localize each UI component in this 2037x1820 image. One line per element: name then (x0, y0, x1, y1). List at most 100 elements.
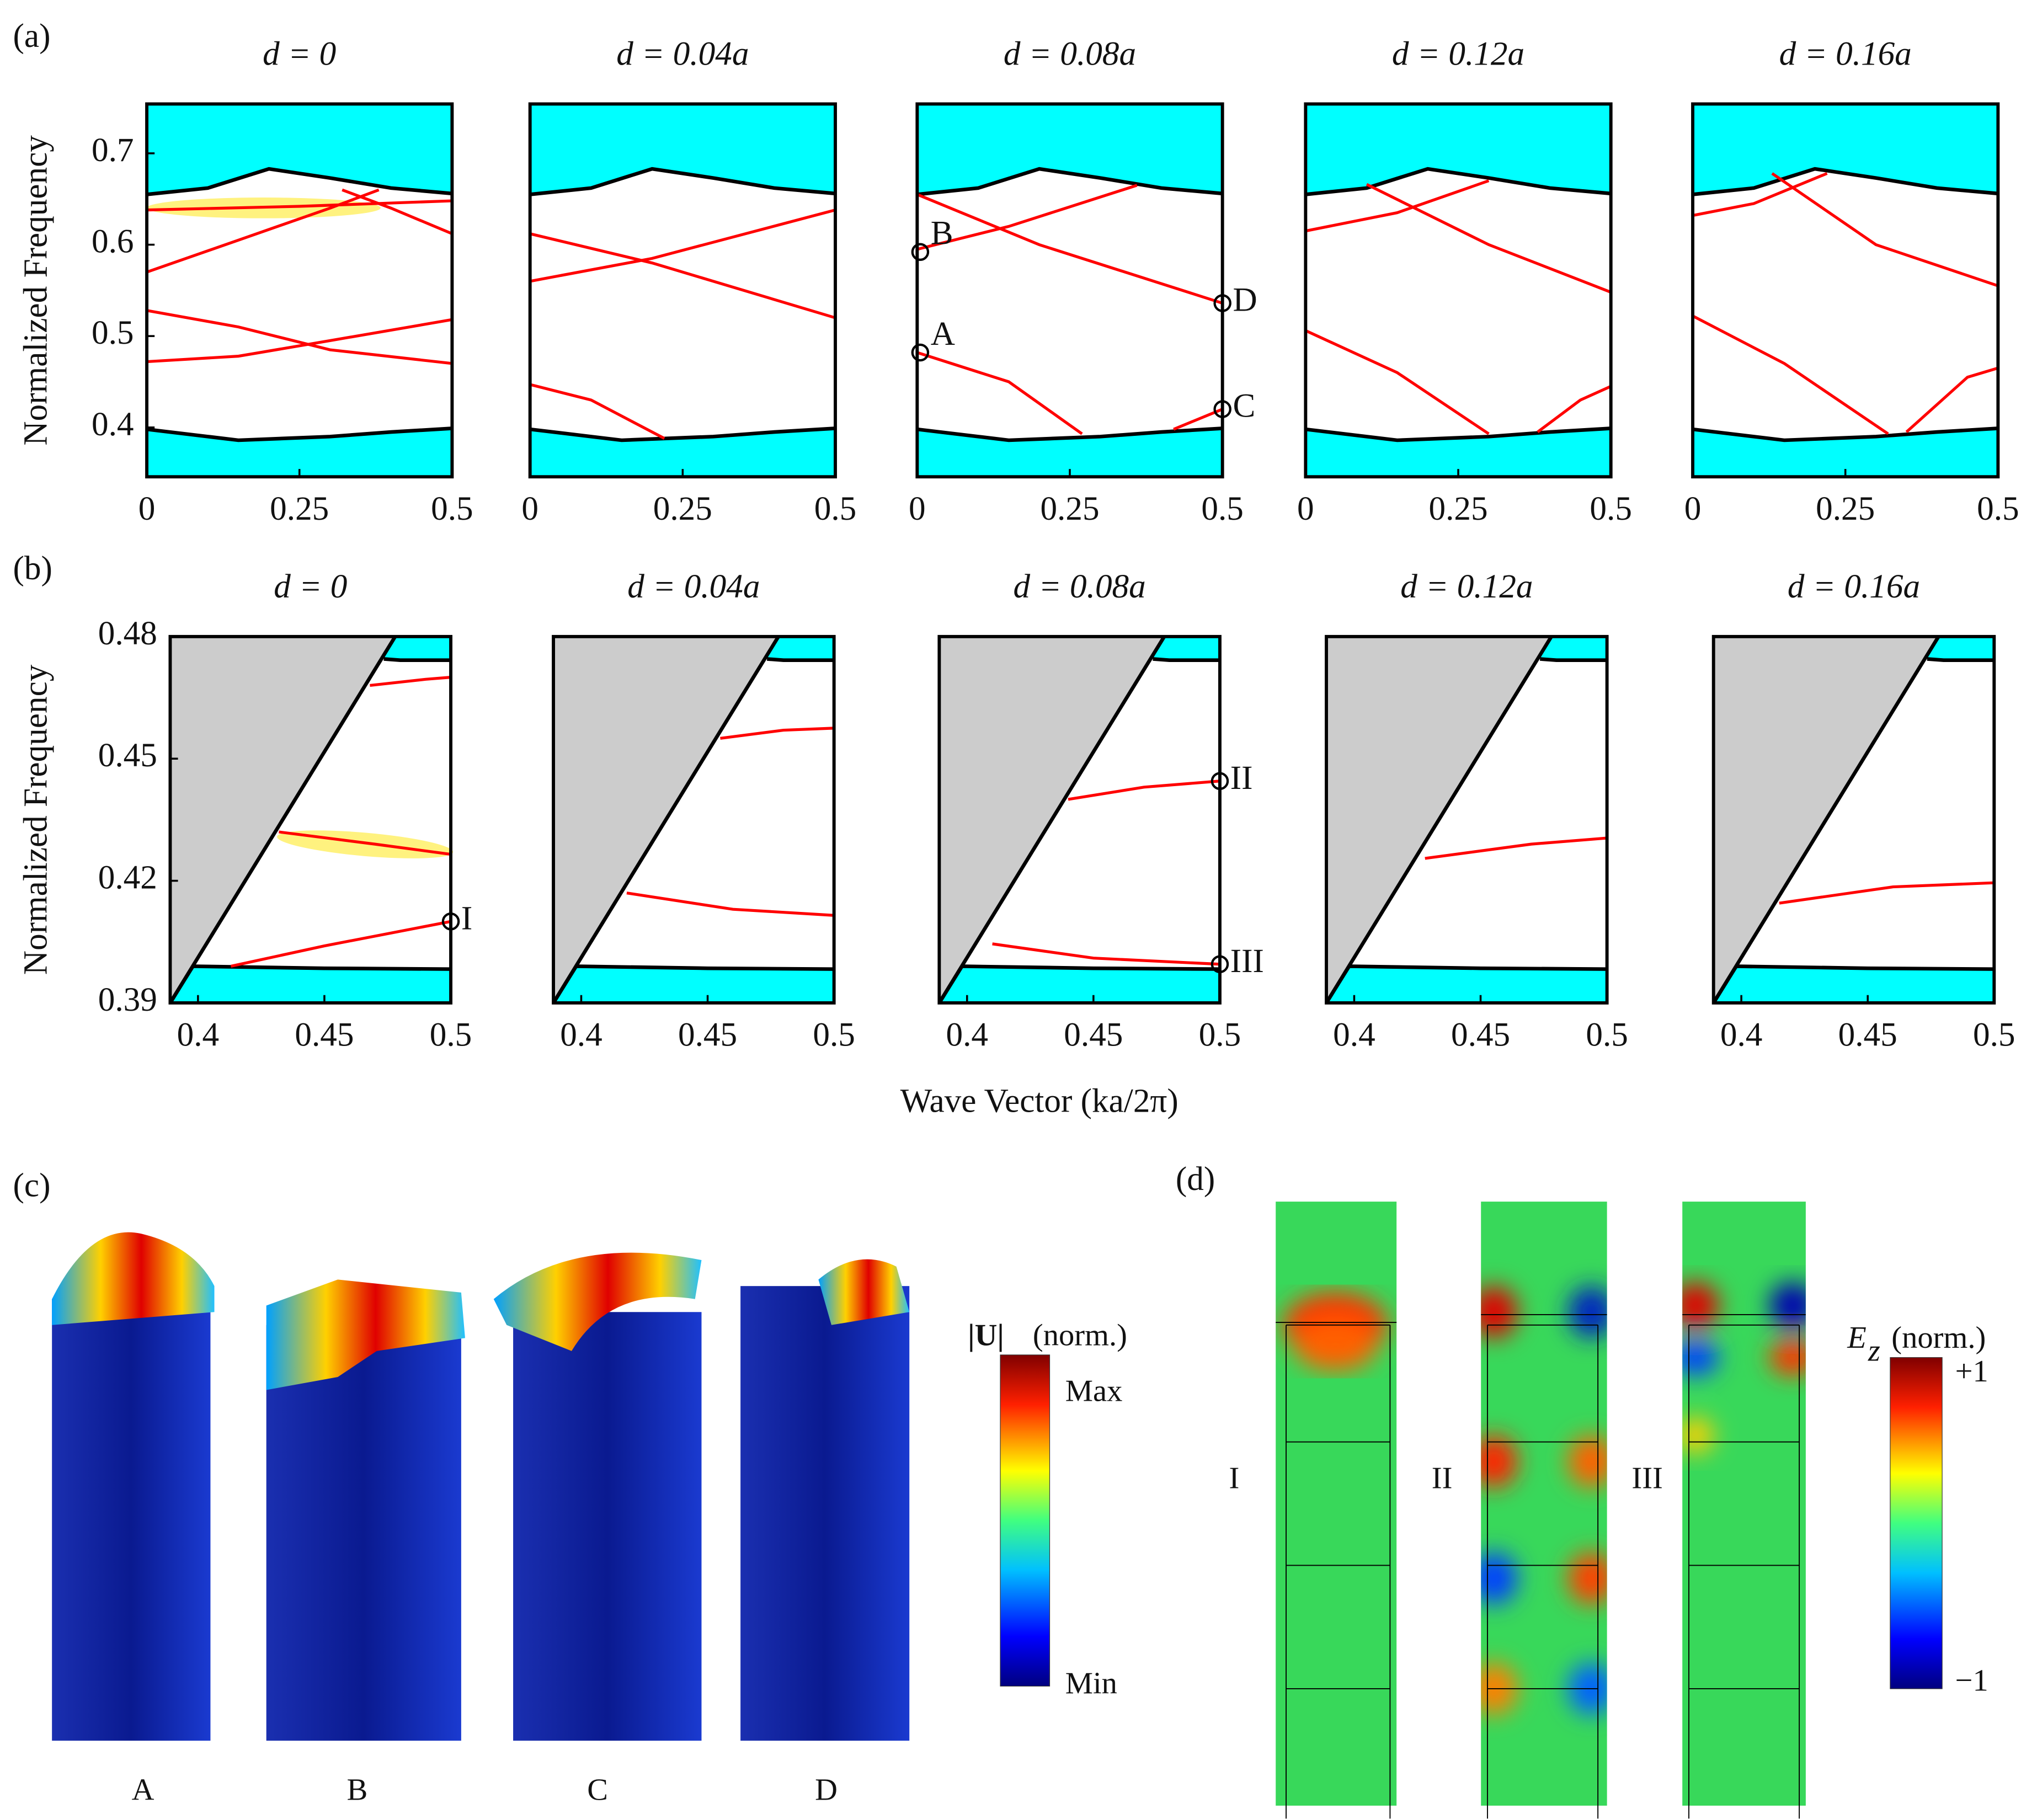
field-lobe (1294, 1319, 1377, 1371)
band-fill (1326, 966, 1607, 1003)
y-tick-label: 0.7 (92, 131, 134, 169)
band-fill (1540, 636, 1607, 660)
band-curve (916, 184, 1138, 251)
plot-frame (1325, 634, 1609, 1005)
point-label: C (1233, 387, 1256, 425)
chart-title: d = 0.08a (1014, 568, 1146, 605)
band-curve (530, 209, 836, 283)
band-fill (170, 966, 451, 1003)
unit-cell-outlines (1276, 1314, 1806, 1819)
band-curve (1905, 366, 1999, 434)
band-curve (342, 188, 453, 236)
band-curve (370, 676, 451, 687)
band-curve (146, 318, 452, 364)
mode-label: I (1229, 1461, 1239, 1495)
x-tick-label: 0.5 (430, 1016, 472, 1053)
band-curve (530, 232, 836, 319)
band-curve (916, 351, 1083, 435)
chart-title: d = 0.04a (616, 35, 749, 73)
band-edge (766, 657, 834, 662)
panel-label: (b) (13, 549, 52, 587)
band-curve (916, 193, 1223, 305)
chart-title: d = 0.12a (1400, 568, 1533, 605)
x-tick-label: 0 (138, 490, 156, 527)
band-edge (1927, 657, 1995, 662)
x-tick-label: 0.45 (1838, 1016, 1897, 1053)
band-curve (1305, 179, 1490, 233)
column (740, 1286, 910, 1741)
colorbar-min: −1 (1955, 1664, 1988, 1698)
panel-label: (a) (13, 17, 51, 55)
x-tick-label: 0.4 (1720, 1016, 1763, 1053)
band-fill (1305, 104, 1611, 195)
point-marker (1211, 772, 1229, 791)
band-edge (1325, 636, 1553, 1004)
colorbar (1000, 1354, 1051, 1686)
band-curve (146, 309, 452, 365)
column-top (818, 1259, 910, 1325)
point-marker (1213, 400, 1231, 418)
point-label: B (931, 215, 953, 252)
band-curve (1425, 836, 1607, 860)
lines: d = 0 0 0.25 0.5 0.4 0.5 0.6 0.7 Normalized Freq… (17, 35, 2019, 1054)
chart-title: d = 0.04a (627, 568, 760, 605)
band-curve (1779, 881, 1995, 905)
band-fill (530, 428, 836, 477)
outline (1286, 1324, 1391, 1819)
y-tick-label: 0.4 (92, 405, 134, 443)
x-tick-label: 0 (1297, 490, 1314, 527)
x-tick-label: 0.45 (678, 1016, 737, 1053)
band-curve (1692, 172, 1828, 217)
band-curve (1366, 183, 1612, 294)
band-edge (530, 167, 836, 196)
y-axis-label: Normalized Frequency (17, 135, 55, 446)
band-edge (383, 657, 451, 662)
mode-label: A (132, 1773, 154, 1807)
band-fill (530, 104, 836, 195)
x-tick-label: 0 (909, 490, 926, 527)
x-tick-label: 0.5 (1977, 490, 2019, 527)
band-edge (1305, 426, 1611, 442)
y-tick-label: 0.5 (92, 314, 134, 351)
band-fill (1153, 636, 1220, 660)
band-fill (1713, 966, 1995, 1003)
band-fill (1693, 104, 1998, 195)
column (513, 1312, 702, 1741)
band-curve (720, 727, 834, 740)
x-tick-label: 0.45 (295, 1016, 354, 1053)
y-tick-label: 0.42 (98, 859, 157, 896)
band-fill (917, 104, 1223, 195)
x-tick-label: 0.4 (946, 1016, 989, 1053)
chart-title: d = 0.08a (1004, 35, 1136, 73)
chart-title: d = 0.16a (1788, 568, 1920, 605)
band-fill (1927, 636, 1995, 660)
x-tick-label: 0.25 (1428, 490, 1487, 527)
band-fill (939, 966, 1220, 1003)
point-label: III (1230, 942, 1264, 980)
band-edge (1153, 657, 1220, 662)
band-curve (530, 383, 665, 440)
field-maps (1276, 1202, 1943, 1819)
x-tick-label: 0.4 (177, 1016, 220, 1053)
y-tick-label: 0.45 (98, 736, 157, 774)
band-fill (1305, 428, 1611, 477)
chart-title: d = 0.16a (1779, 35, 1912, 73)
panel-label: (c) (13, 1167, 51, 1204)
colorbar-max: +1 (1955, 1354, 1988, 1389)
y-tick-label: 0.39 (98, 981, 157, 1018)
colorbar (1890, 1357, 1943, 1689)
plot-frame (168, 634, 452, 1005)
x-tick-label: 0.5 (1973, 1016, 2015, 1053)
band-edge (168, 636, 397, 1004)
band-edge (1692, 426, 1998, 442)
mode-label: C (587, 1773, 608, 1807)
column-top (52, 1232, 215, 1325)
point-label: I (461, 899, 472, 937)
chart-title: d = 0 (274, 568, 347, 605)
column-top (493, 1252, 702, 1351)
colorbar-unit: (norm.) (1891, 1321, 1986, 1355)
plot-frame (1711, 634, 1996, 1005)
field-lobe (1769, 1282, 1806, 1329)
point-marker (1213, 294, 1231, 312)
